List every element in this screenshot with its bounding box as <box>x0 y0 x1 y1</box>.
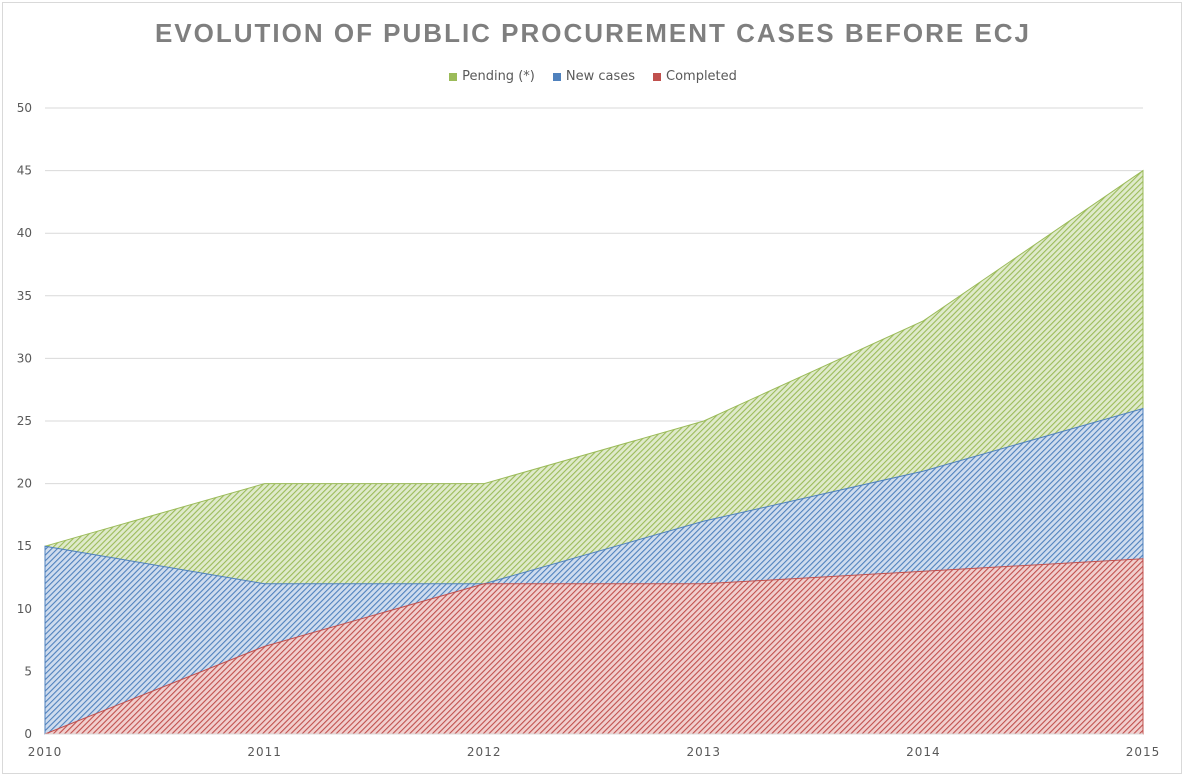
x-tick-label: 2011 <box>247 745 282 759</box>
legend-item-completed: Completed <box>653 69 737 84</box>
legend-swatch-pending <box>449 72 458 81</box>
y-tick-label: 20 <box>17 477 32 491</box>
area-completed <box>44 558 1144 735</box>
y-axis-ticks: 0 5 10 15 20 25 30 35 40 45 50 <box>17 101 32 741</box>
x-tick-label: 2014 <box>906 745 941 759</box>
x-tick-label: 2015 <box>1126 745 1161 759</box>
legend-swatch-new-cases <box>552 72 561 81</box>
y-tick-label: 10 <box>17 602 32 616</box>
legend-swatch-completed <box>653 72 661 81</box>
y-tick-label: 35 <box>17 289 32 303</box>
legend: Pending (*) New cases Completed <box>0 69 1186 84</box>
legend-item-pending: Pending (*) <box>449 69 535 84</box>
y-tick-label: 30 <box>17 351 32 365</box>
legend-label-pending: Pending (*) <box>462 69 535 84</box>
y-tick-label: 15 <box>17 539 32 553</box>
y-tick-label: 45 <box>17 164 32 178</box>
y-tick-label: 5 <box>24 664 32 678</box>
y-tick-label: 25 <box>17 414 32 428</box>
legend-item-new-cases: New cases <box>552 69 635 84</box>
chart-title: EVOLUTION OF PUBLIC PROCUREMENT CASES BE… <box>154 18 1032 48</box>
y-tick-label: 0 <box>24 727 32 741</box>
legend-label-completed: Completed <box>666 69 737 84</box>
x-axis-ticks: 2010 2011 2012 2013 2014 2015 <box>28 745 1161 759</box>
legend-label-new-cases: New cases <box>565 69 635 84</box>
x-tick-label: 2010 <box>28 745 63 759</box>
x-tick-label: 2012 <box>467 745 502 759</box>
y-tick-label: 50 <box>17 101 32 115</box>
x-tick-label: 2013 <box>687 745 722 759</box>
y-tick-label: 40 <box>17 226 32 240</box>
plot-areas <box>44 169 1144 735</box>
